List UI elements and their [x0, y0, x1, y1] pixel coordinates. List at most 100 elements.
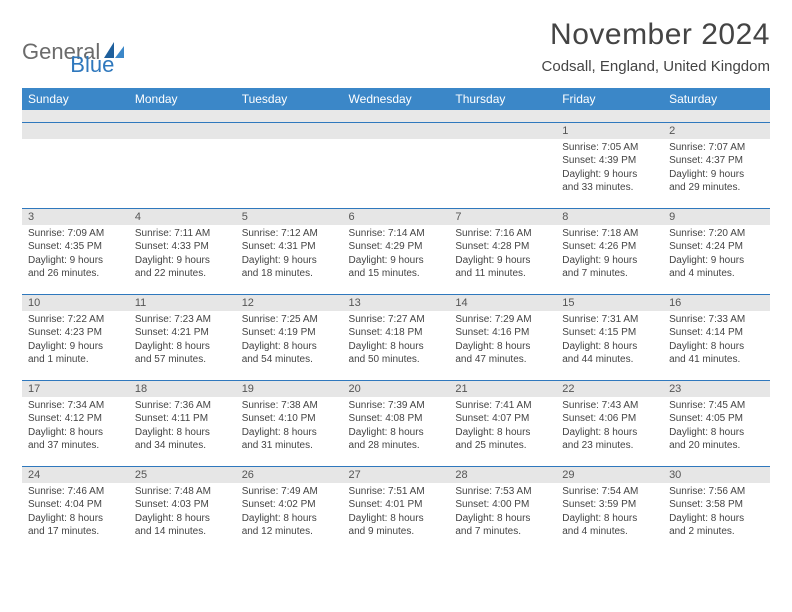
day-cell: 16Sunrise: 7:33 AMSunset: 4:14 PMDayligh… [663, 294, 770, 380]
day-number: 23 [663, 381, 770, 397]
calendar-table: SundayMondayTuesdayWednesdayThursdayFrid… [22, 88, 770, 552]
detail-line: Sunset: 4:11 PM [135, 412, 230, 426]
day-cell: 13Sunrise: 7:27 AMSunset: 4:18 PMDayligh… [343, 294, 450, 380]
detail-line: Daylight: 8 hours [349, 426, 444, 440]
title-block: November 2024 Codsall, England, United K… [542, 18, 770, 75]
day-details: Sunrise: 7:20 AMSunset: 4:24 PMDaylight:… [663, 225, 770, 285]
day-header: Sunday [22, 88, 129, 110]
detail-line: Daylight: 9 hours [562, 254, 657, 268]
detail-line: Sunrise: 7:33 AM [669, 313, 764, 327]
day-number: 24 [22, 467, 129, 483]
day-cell: 12Sunrise: 7:25 AMSunset: 4:19 PMDayligh… [236, 294, 343, 380]
day-cell: 15Sunrise: 7:31 AMSunset: 4:15 PMDayligh… [556, 294, 663, 380]
empty-cell [449, 122, 556, 208]
day-details: Sunrise: 7:18 AMSunset: 4:26 PMDaylight:… [556, 225, 663, 285]
detail-line: Daylight: 8 hours [28, 426, 123, 440]
detail-line: Sunset: 4:21 PM [135, 326, 230, 340]
day-cell: 20Sunrise: 7:39 AMSunset: 4:08 PMDayligh… [343, 380, 450, 466]
detail-line: Daylight: 8 hours [562, 426, 657, 440]
day-number [343, 123, 450, 139]
detail-line: Sunset: 4:33 PM [135, 240, 230, 254]
detail-line: Sunrise: 7:31 AM [562, 313, 657, 327]
week-row: 1Sunrise: 7:05 AMSunset: 4:39 PMDaylight… [22, 122, 770, 208]
detail-line: Sunrise: 7:14 AM [349, 227, 444, 241]
day-number: 11 [129, 295, 236, 311]
day-cell: 19Sunrise: 7:38 AMSunset: 4:10 PMDayligh… [236, 380, 343, 466]
day-details: Sunrise: 7:34 AMSunset: 4:12 PMDaylight:… [22, 397, 129, 457]
detail-line: Sunrise: 7:56 AM [669, 485, 764, 499]
week-row: 10Sunrise: 7:22 AMSunset: 4:23 PMDayligh… [22, 294, 770, 380]
detail-line: and 23 minutes. [562, 439, 657, 453]
detail-line: Sunrise: 7:20 AM [669, 227, 764, 241]
detail-line: and 22 minutes. [135, 267, 230, 281]
day-details: Sunrise: 7:38 AMSunset: 4:10 PMDaylight:… [236, 397, 343, 457]
day-cell: 6Sunrise: 7:14 AMSunset: 4:29 PMDaylight… [343, 208, 450, 294]
day-details: Sunrise: 7:16 AMSunset: 4:28 PMDaylight:… [449, 225, 556, 285]
detail-line: Daylight: 8 hours [669, 512, 764, 526]
calendar-body: 1Sunrise: 7:05 AMSunset: 4:39 PMDaylight… [22, 110, 770, 552]
day-number [449, 123, 556, 139]
day-number: 8 [556, 209, 663, 225]
day-details: Sunrise: 7:09 AMSunset: 4:35 PMDaylight:… [22, 225, 129, 285]
detail-line: Sunset: 4:18 PM [349, 326, 444, 340]
day-cell: 24Sunrise: 7:46 AMSunset: 4:04 PMDayligh… [22, 466, 129, 552]
detail-line: and 28 minutes. [349, 439, 444, 453]
detail-line: Sunset: 4:12 PM [28, 412, 123, 426]
detail-line: Daylight: 8 hours [562, 340, 657, 354]
brand-word2: Blue [70, 52, 114, 78]
day-header: Friday [556, 88, 663, 110]
day-number: 27 [343, 467, 450, 483]
day-header: Monday [129, 88, 236, 110]
detail-line: and 31 minutes. [242, 439, 337, 453]
empty-cell [236, 122, 343, 208]
detail-line: Sunrise: 7:46 AM [28, 485, 123, 499]
day-number: 13 [343, 295, 450, 311]
day-cell: 17Sunrise: 7:34 AMSunset: 4:12 PMDayligh… [22, 380, 129, 466]
day-cell: 3Sunrise: 7:09 AMSunset: 4:35 PMDaylight… [22, 208, 129, 294]
detail-line: and 11 minutes. [455, 267, 550, 281]
detail-line: Sunset: 3:58 PM [669, 498, 764, 512]
day-cell: 27Sunrise: 7:51 AMSunset: 4:01 PMDayligh… [343, 466, 450, 552]
detail-line: Sunrise: 7:49 AM [242, 485, 337, 499]
day-number [129, 123, 236, 139]
day-details: Sunrise: 7:54 AMSunset: 3:59 PMDaylight:… [556, 483, 663, 543]
day-details: Sunrise: 7:33 AMSunset: 4:14 PMDaylight:… [663, 311, 770, 371]
day-details [22, 139, 129, 199]
detail-line: Sunset: 3:59 PM [562, 498, 657, 512]
detail-line: Sunrise: 7:23 AM [135, 313, 230, 327]
day-cell: 14Sunrise: 7:29 AMSunset: 4:16 PMDayligh… [449, 294, 556, 380]
detail-line: Daylight: 8 hours [562, 512, 657, 526]
detail-line: and 54 minutes. [242, 353, 337, 367]
detail-line: Sunset: 4:14 PM [669, 326, 764, 340]
detail-line: Daylight: 9 hours [349, 254, 444, 268]
detail-line: and 50 minutes. [349, 353, 444, 367]
day-header: Thursday [449, 88, 556, 110]
detail-line: and 47 minutes. [455, 353, 550, 367]
detail-line: Sunrise: 7:36 AM [135, 399, 230, 413]
detail-line: and 44 minutes. [562, 353, 657, 367]
detail-line: Daylight: 9 hours [135, 254, 230, 268]
day-details [343, 139, 450, 199]
day-details: Sunrise: 7:36 AMSunset: 4:11 PMDaylight:… [129, 397, 236, 457]
detail-line: Sunset: 4:24 PM [669, 240, 764, 254]
detail-line: and 9 minutes. [349, 525, 444, 539]
brand-logo: General Blue [22, 18, 114, 78]
detail-line: Daylight: 8 hours [135, 340, 230, 354]
day-details [236, 139, 343, 199]
day-cell: 2Sunrise: 7:07 AMSunset: 4:37 PMDaylight… [663, 122, 770, 208]
day-cell: 21Sunrise: 7:41 AMSunset: 4:07 PMDayligh… [449, 380, 556, 466]
detail-line: Daylight: 9 hours [669, 254, 764, 268]
day-cell: 25Sunrise: 7:48 AMSunset: 4:03 PMDayligh… [129, 466, 236, 552]
day-details: Sunrise: 7:45 AMSunset: 4:05 PMDaylight:… [663, 397, 770, 457]
day-number: 17 [22, 381, 129, 397]
detail-line: Sunrise: 7:53 AM [455, 485, 550, 499]
detail-line: Sunset: 4:39 PM [562, 154, 657, 168]
detail-line: and 17 minutes. [28, 525, 123, 539]
detail-line: Sunset: 4:00 PM [455, 498, 550, 512]
detail-line: and 33 minutes. [562, 181, 657, 195]
day-cell: 1Sunrise: 7:05 AMSunset: 4:39 PMDaylight… [556, 122, 663, 208]
day-number: 22 [556, 381, 663, 397]
detail-line: Sunset: 4:04 PM [28, 498, 123, 512]
day-details: Sunrise: 7:27 AMSunset: 4:18 PMDaylight:… [343, 311, 450, 371]
day-number: 26 [236, 467, 343, 483]
